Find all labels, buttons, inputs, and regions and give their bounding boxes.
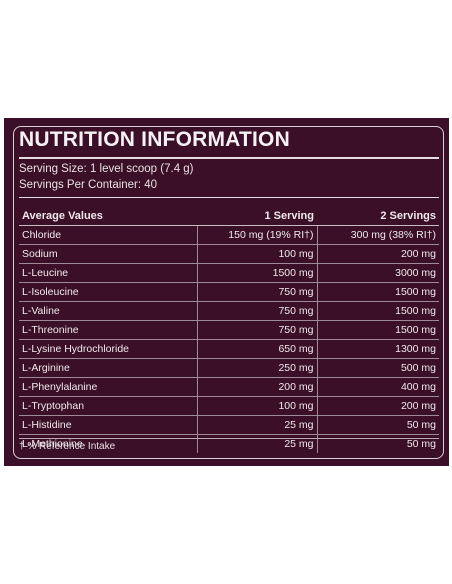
nutrient-name: L-Histidine — [19, 415, 197, 435]
serving-size: Serving Size: 1 level scoop (7.4 g) — [19, 163, 194, 175]
nutrient-name: L-Lysine Hydrochloride — [19, 339, 197, 359]
two-servings-value: 1500 mg — [317, 301, 439, 321]
table-row: L-Lysine Hydrochloride 650 mg 1300 mg — [19, 339, 439, 359]
two-servings-value: 400 mg — [317, 377, 439, 397]
nutrient-name: L-Arginine — [19, 358, 197, 378]
two-servings-value: 1500 mg — [317, 320, 439, 340]
one-serving-value: 750 mg — [196, 282, 318, 302]
title-divider — [19, 157, 439, 159]
serving-divider — [19, 197, 439, 198]
table-row: L-Phenylalanine 200 mg 400 mg — [19, 377, 439, 397]
one-serving-value: 200 mg — [196, 377, 318, 397]
table-row: Chloride 150 mg (19% RI†) 300 mg (38% RI†) — [19, 225, 439, 245]
nutrition-table: Average Values 1 Serving 2 Servings Chlo… — [19, 207, 439, 453]
one-serving-value: 750 mg — [196, 320, 318, 340]
table-row: L-Arginine 250 mg 500 mg — [19, 358, 439, 378]
column-header-1-serving: 1 Serving — [197, 207, 317, 226]
nutrient-name: L-Leucine — [19, 263, 197, 283]
two-servings-value: 1500 mg — [317, 282, 439, 302]
nutrient-name: L-Phenylalanine — [19, 377, 197, 397]
nutrient-name: L-Tryptophan — [19, 396, 197, 416]
two-servings-value: 200 mg — [317, 396, 439, 416]
one-serving-value: 150 mg (19% RI†) — [196, 225, 318, 245]
one-serving-value: 25 mg — [196, 415, 318, 435]
servings-per-container: Servings Per Container: 40 — [19, 179, 158, 191]
nutrition-label-frame: NUTRITION INFORMATION Serving Size: 1 le… — [13, 126, 444, 459]
column-header-average-values: Average Values — [19, 207, 197, 226]
two-servings-value: 1300 mg — [317, 339, 439, 359]
nutrient-name: Chloride — [19, 225, 197, 245]
nutrient-name: Sodium — [19, 244, 197, 264]
one-serving-value: 100 mg — [196, 244, 318, 264]
table-row: L-Histidine 25 mg 50 mg — [19, 415, 439, 435]
two-servings-value: 300 mg (38% RI†) — [317, 225, 439, 245]
nutrient-name: L-Isoleucine — [19, 282, 197, 302]
one-serving-value: 250 mg — [196, 358, 318, 378]
table-row: L-Isoleucine 750 mg 1500 mg — [19, 282, 439, 302]
table-row: L-Threonine 750 mg 1500 mg — [19, 320, 439, 340]
nutrient-name: L-Threonine — [19, 320, 197, 340]
footnote-divider — [19, 438, 439, 439]
column-header-2-servings: 2 Servings — [317, 207, 439, 226]
one-serving-value: 650 mg — [196, 339, 318, 359]
two-servings-value: 500 mg — [317, 358, 439, 378]
nutrient-name: L-Valine — [19, 301, 197, 321]
two-servings-value: 200 mg — [317, 244, 439, 264]
table-row: Sodium 100 mg 200 mg — [19, 244, 439, 264]
table-row: L-Leucine 1500 mg 3000 mg — [19, 263, 439, 283]
nutrition-panel: NUTRITION INFORMATION Serving Size: 1 le… — [4, 118, 449, 466]
two-servings-value: 50 mg — [317, 415, 439, 435]
one-serving-value: 100 mg — [196, 396, 318, 416]
two-servings-value: 3000 mg — [317, 263, 439, 283]
table-row: L-Tryptophan 100 mg 200 mg — [19, 396, 439, 416]
table-row: L-Valine 750 mg 1500 mg — [19, 301, 439, 321]
footnote: † % Reference Intake — [19, 441, 116, 452]
one-serving-value: 750 mg — [196, 301, 318, 321]
table-header-row: Average Values 1 Serving 2 Servings — [19, 207, 439, 226]
nutrition-title: NUTRITION INFORMATION — [19, 128, 290, 151]
one-serving-value: 1500 mg — [196, 263, 318, 283]
